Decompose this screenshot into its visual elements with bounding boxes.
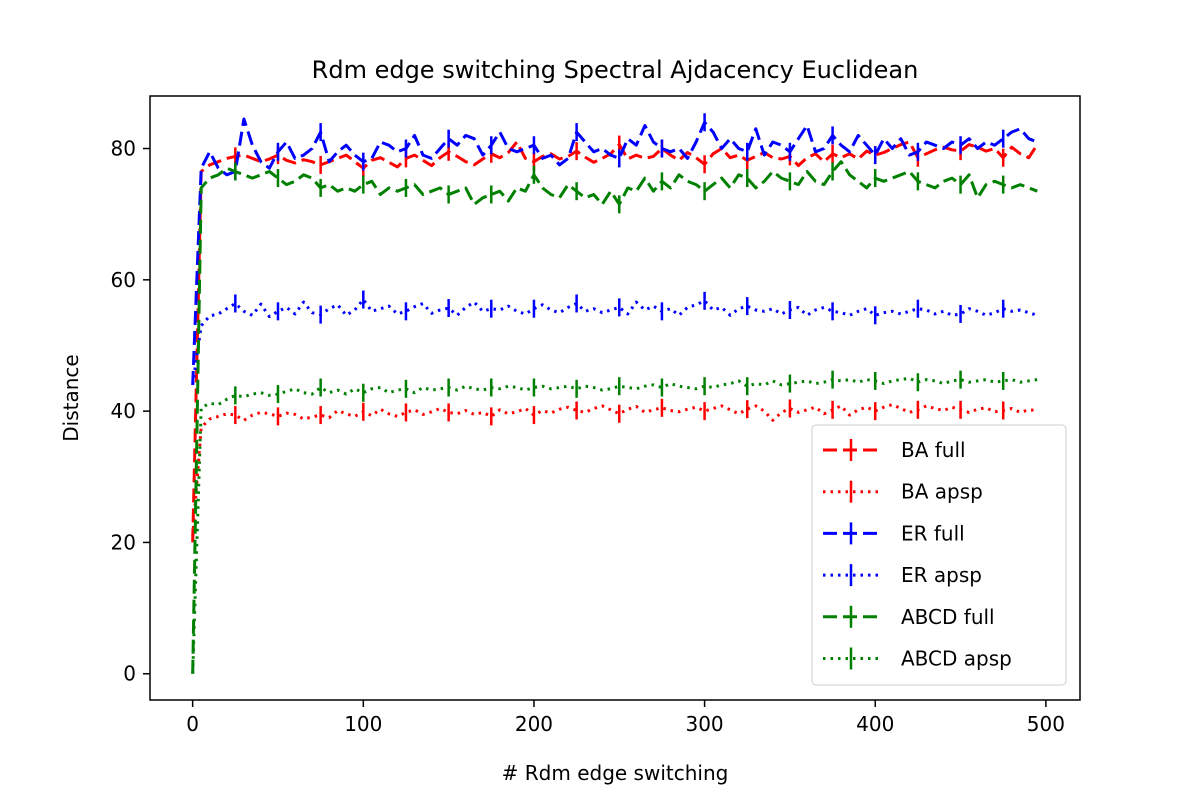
y-tick-label: 80 [111, 137, 136, 161]
y-tick-label: 60 [111, 268, 136, 292]
series-line-abcd-apsp [191, 376, 1038, 674]
x-tick-label: 100 [344, 712, 382, 736]
chart-title: Rdm edge switching Spectral Ajdacency Eu… [312, 56, 919, 84]
legend-label-abcd-full: ABCD full [901, 605, 995, 629]
series-line-abcd-full [191, 160, 1038, 674]
plot-frame [149, 95, 1081, 701]
y-tick-label: 20 [111, 530, 136, 554]
x-tick-label: 400 [856, 712, 894, 736]
y-tick-label: 0 [123, 662, 136, 686]
legend-label-er-apsp: ER apsp [901, 563, 982, 587]
legend: BA full BA apsp ER full ER apsp ABCD full ABC… [811, 424, 1067, 686]
series-line-ba-full [191, 140, 1039, 543]
legend-box [811, 424, 1067, 686]
plot-area [191, 113, 1039, 674]
legend-label-ba-full: BA full [901, 438, 966, 462]
x-tick-label: 200 [515, 712, 553, 736]
x-tick-label: 0 [186, 712, 199, 736]
series-line-ba-apsp [191, 403, 1038, 537]
y-tick-label: 40 [111, 399, 136, 423]
x-axis: 0 100 200 300 400 500 [186, 700, 1065, 736]
y-axis-label: Distance [59, 354, 83, 441]
x-axis-label: # Rdm edge switching [502, 761, 729, 785]
series-line-er-full [191, 117, 1038, 385]
y-axis: 0 20 40 60 80 [111, 137, 150, 686]
series-line-er-apsp [191, 298, 1038, 386]
x-tick-label: 500 [1027, 712, 1065, 736]
legend-label-er-full: ER full [901, 521, 965, 545]
legend-label-ba-apsp: BA apsp [901, 480, 983, 504]
legend-label-abcd-apsp: ABCD apsp [901, 647, 1012, 671]
x-tick-label: 300 [685, 712, 723, 736]
